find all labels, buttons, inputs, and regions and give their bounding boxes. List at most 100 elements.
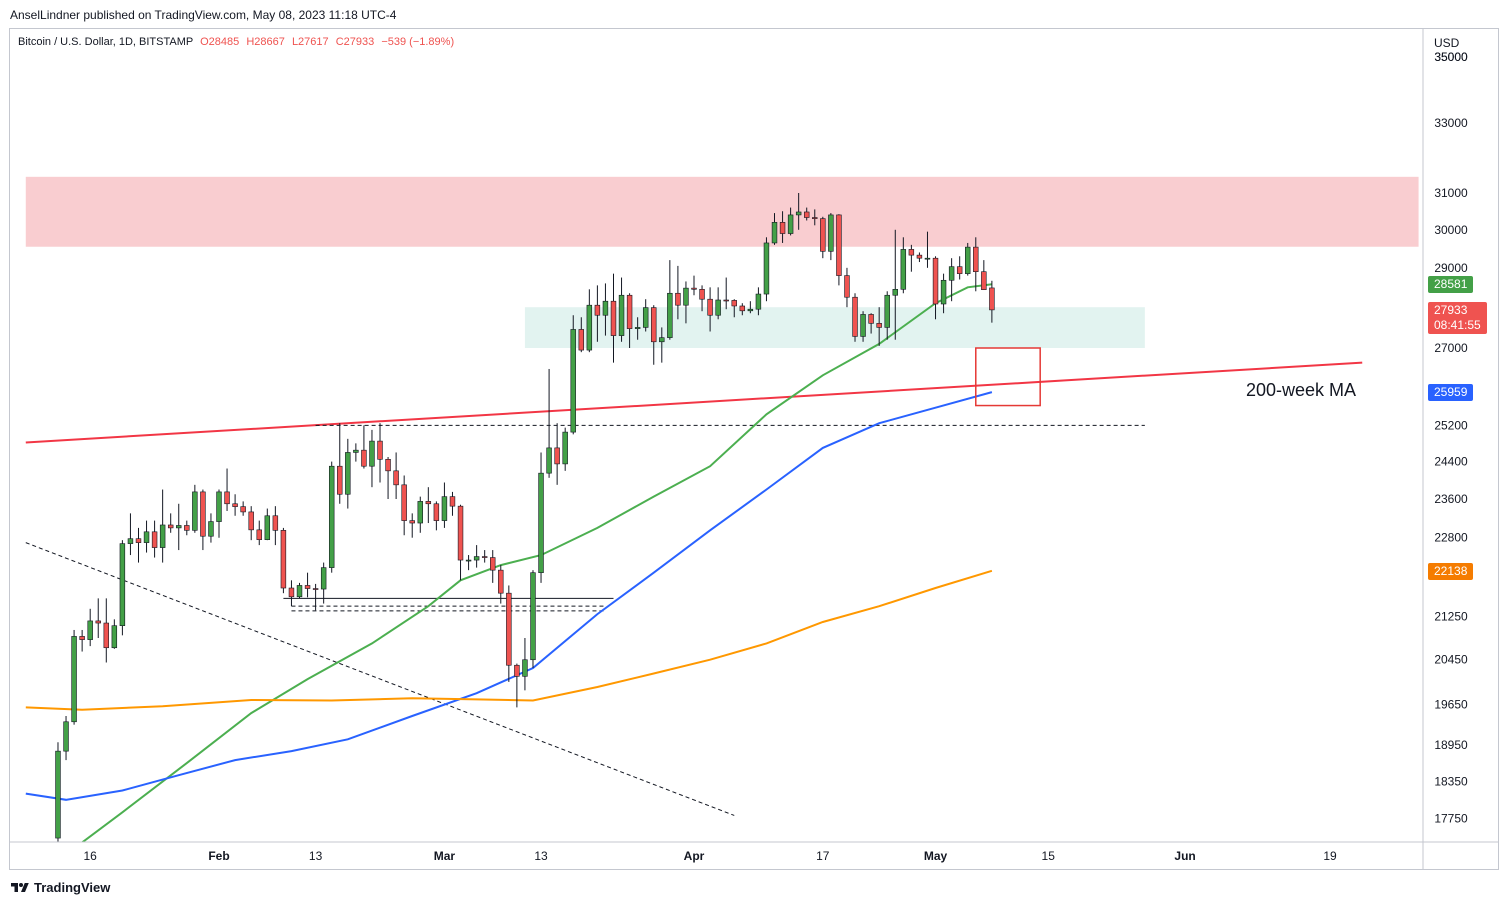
symbol-legend[interactable]: Bitcoin / U.S. Dollar, 1D, BITSTAMP O284…: [18, 36, 454, 48]
candle: [570, 315, 576, 435]
candle-body: [522, 659, 528, 677]
candle-body: [779, 222, 786, 234]
candle-body: [916, 254, 923, 259]
candle: [803, 207, 810, 221]
candle-body: [256, 529, 262, 540]
candle-body: [795, 211, 802, 216]
candle-body: [264, 515, 271, 540]
candle-body: [675, 292, 681, 306]
currency-label[interactable]: USD: [1434, 36, 1460, 50]
price-tick-label: 21250: [1434, 610, 1468, 624]
candle-body: [965, 246, 971, 274]
candle-body: [328, 465, 335, 568]
candle-body: [618, 294, 625, 336]
candle-body: [948, 266, 955, 281]
ohlc-change: −539 (−1.89%): [381, 36, 455, 48]
candle: [393, 452, 399, 500]
candle-body: [836, 214, 842, 276]
candle-body: [812, 217, 818, 219]
candle-body: [473, 556, 480, 561]
price-tick-label: 29000: [1434, 261, 1468, 275]
time-tick-label: 16: [84, 849, 98, 863]
candle: [844, 267, 850, 308]
candle-body: [514, 664, 520, 677]
candle: [908, 244, 915, 272]
candle-body: [377, 440, 383, 460]
price-badge: 22138: [1428, 562, 1474, 580]
candle: [498, 565, 504, 604]
candle-body: [433, 503, 440, 521]
candle: [884, 291, 890, 340]
candle-body: [634, 327, 641, 329]
time-tick-label: May: [924, 849, 948, 863]
price-tick-label: 22800: [1434, 531, 1468, 545]
candle: [127, 513, 134, 556]
candle-body: [981, 271, 987, 291]
candle-body: [200, 491, 206, 537]
candle: [562, 427, 568, 471]
candle-body: [771, 222, 778, 244]
candle: [377, 423, 383, 483]
candle-body: [900, 249, 907, 290]
footer-brand[interactable]: TradingView: [10, 880, 110, 895]
candle-body: [304, 585, 311, 589]
candle-body: [55, 750, 61, 839]
price-tick-label: 17750: [1434, 812, 1468, 826]
candle: [135, 527, 142, 563]
candle-body: [562, 431, 568, 465]
candle-body: [506, 592, 512, 666]
candle-body: [651, 307, 657, 343]
candle: [441, 482, 448, 528]
candle: [224, 468, 230, 511]
candle: [87, 608, 93, 647]
candle: [594, 285, 601, 342]
candle-body: [989, 287, 995, 311]
candle-body: [240, 506, 246, 513]
candle: [200, 489, 206, 551]
candle: [272, 506, 279, 546]
symbol-description: Bitcoin / U.S. Dollar, 1D, BITSTAMP: [18, 36, 194, 48]
footer-brand-text: TradingView: [34, 880, 111, 895]
candle: [280, 527, 287, 594]
candle-body: [787, 214, 794, 234]
candle-body: [151, 531, 158, 548]
candle: [965, 242, 971, 276]
candle: [184, 520, 190, 536]
candle-body: [184, 525, 190, 531]
candle-body: [892, 289, 898, 296]
candle: [176, 503, 182, 551]
candle: [634, 317, 641, 340]
candle-body: [119, 543, 126, 627]
200-week-ma-line: [25, 361, 1363, 444]
candle: [264, 508, 271, 541]
candle-body: [803, 211, 810, 218]
candle-body: [111, 625, 118, 649]
candle-body: [691, 287, 697, 290]
candle-body: [127, 538, 134, 544]
candle-body: [715, 299, 721, 316]
candle-body: [87, 620, 93, 640]
candle-body: [490, 557, 496, 571]
candle-body: [610, 300, 617, 336]
candle-body: [457, 505, 464, 561]
candle: [820, 216, 826, 259]
candle-body: [465, 559, 472, 562]
price-tick-label: 33000: [1434, 116, 1468, 130]
plot-area: [25, 176, 1419, 842]
candle: [240, 501, 246, 516]
candle: [111, 619, 118, 649]
candle: [546, 368, 552, 478]
candle: [208, 513, 214, 543]
candle: [63, 715, 69, 761]
candle: [940, 273, 947, 314]
candle: [79, 629, 85, 652]
candle: [932, 256, 939, 320]
candle-body: [79, 636, 85, 640]
candle-body: [570, 329, 576, 433]
candle-body: [498, 569, 504, 594]
candle-body: [280, 530, 287, 589]
time-tick-label: 15: [1042, 849, 1056, 863]
price-tick-label: 35000: [1434, 50, 1468, 64]
candle: [691, 275, 697, 296]
